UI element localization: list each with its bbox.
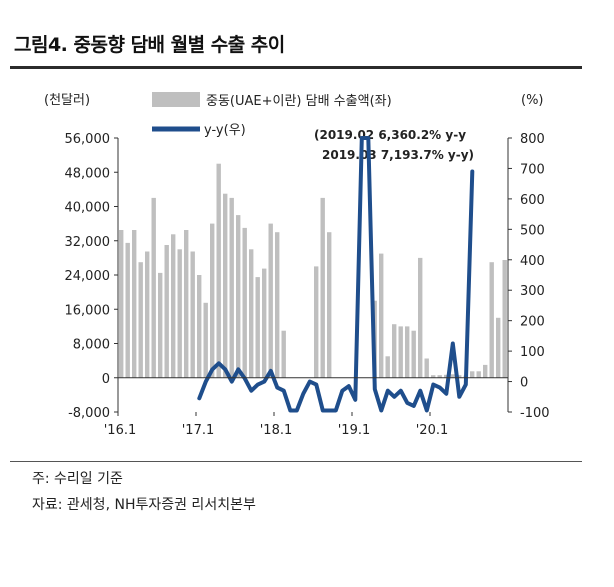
- export-bar: [145, 251, 150, 378]
- export-bar: [171, 234, 176, 378]
- export-bar: [470, 371, 475, 378]
- export-bar: [496, 317, 501, 378]
- export-bar: [119, 230, 124, 378]
- title-rule: [10, 66, 582, 69]
- export-bar: [138, 262, 143, 378]
- export-bar: [210, 223, 215, 378]
- export-bar: [281, 330, 286, 378]
- export-bar: [392, 324, 397, 378]
- right-tick-label: 400: [520, 254, 545, 269]
- chart-title: 그림4. 중동향 담배 월별 수출 추이: [14, 34, 285, 56]
- left-tick-label: -8,000: [68, 406, 110, 421]
- export-bar: [489, 262, 494, 378]
- x-tick-label: '16.1: [104, 423, 137, 438]
- legend-bar-label: 중동(UAE+이란) 담배 수출액(좌): [206, 94, 392, 109]
- export-bar: [216, 163, 221, 378]
- export-bar: [483, 364, 488, 378]
- export-bar: [405, 326, 410, 378]
- left-tick-label: 56,000: [65, 132, 111, 147]
- x-tick-label: '20.1: [416, 423, 449, 438]
- right-axis-unit: (%): [521, 93, 544, 108]
- export-bar: [177, 249, 182, 378]
- export-bar: [385, 356, 390, 378]
- export-bar: [262, 268, 267, 378]
- plot-area: 56,000 48,000 40,000 32,000 24,000 16,000 8,00…: [65, 132, 550, 438]
- left-tick-label: 40,000: [65, 201, 111, 216]
- right-tick-label: 500: [520, 223, 545, 238]
- legend-bar-swatch: [152, 92, 200, 107]
- left-tick-label: 16,000: [65, 303, 111, 318]
- left-tick-label: 24,000: [65, 269, 111, 284]
- export-bar: [125, 242, 130, 378]
- export-bar: [502, 260, 507, 378]
- export-bar: [197, 275, 202, 378]
- export-bar: [158, 272, 163, 378]
- export-bar: [457, 375, 462, 378]
- annotation-line-2: 2019.03 7,193.7% y-y): [322, 148, 474, 162]
- left-tick-label: 48,000: [65, 166, 111, 181]
- export-chart: (천달러) (%) 중동(UAE+이란) 담배 수출액(좌) y-y(우) (2…: [44, 92, 550, 438]
- export-bar: [236, 215, 241, 378]
- export-bar: [223, 193, 228, 378]
- x-tick-label: '19.1: [338, 423, 371, 438]
- export-bar: [431, 375, 436, 378]
- legend-line-label: y-y(우): [204, 123, 246, 138]
- export-bar: [398, 326, 403, 378]
- right-tick-label: 800: [520, 132, 545, 147]
- right-tick-label: 300: [520, 284, 545, 299]
- left-tick-label: 0: [102, 372, 110, 387]
- export-bar: [411, 330, 416, 378]
- right-tick-label: 200: [520, 315, 545, 330]
- legend: 중동(UAE+이란) 담배 수출액(좌) y-y(우): [152, 92, 392, 138]
- footer-rule: [10, 461, 582, 462]
- right-tick-label: 700: [520, 162, 545, 177]
- export-bar: [314, 266, 319, 378]
- note-basis: 주: 수리일 기준: [32, 471, 123, 487]
- export-bar: [151, 197, 156, 378]
- note-source: 자료: 관세청, NH투자증권 리서치본부: [32, 497, 256, 513]
- export-bar: [255, 277, 260, 378]
- export-bar: [203, 302, 208, 378]
- annotation-line-1: (2019.02 6,360.2% y-y: [314, 128, 466, 142]
- export-bar: [444, 374, 449, 378]
- export-bar: [164, 245, 169, 378]
- x-tick-label: '18.1: [260, 423, 293, 438]
- annotation: (2019.02 6,360.2% y-y 2019.03 7,193.7% y…: [314, 128, 474, 162]
- left-tick-label: 8,000: [73, 338, 110, 353]
- export-bar: [327, 232, 332, 378]
- export-bar: [424, 358, 429, 378]
- export-bar: [242, 227, 247, 378]
- export-bar: [184, 230, 189, 378]
- right-tick-label: 100: [520, 345, 545, 360]
- export-bar: [132, 230, 137, 378]
- x-tick-label: '17.1: [182, 423, 215, 438]
- yy-series-line: [197, 136, 475, 413]
- export-bar: [249, 249, 254, 378]
- export-bar: [320, 197, 325, 378]
- left-tick-label: 32,000: [65, 235, 111, 250]
- right-tick-label: 600: [520, 193, 545, 208]
- export-bar: [476, 371, 481, 378]
- export-bar: [275, 232, 280, 378]
- export-bar: [229, 197, 234, 378]
- export-bar: [190, 251, 195, 378]
- right-tick-label: 0: [520, 376, 528, 391]
- left-axis-unit: (천달러): [44, 93, 90, 108]
- export-bar: [418, 257, 423, 378]
- export-bar: [379, 253, 384, 378]
- export-bar: [268, 223, 273, 378]
- right-tick-label: -100: [520, 406, 550, 421]
- export-bar: [450, 374, 455, 378]
- export-bar: [437, 375, 442, 378]
